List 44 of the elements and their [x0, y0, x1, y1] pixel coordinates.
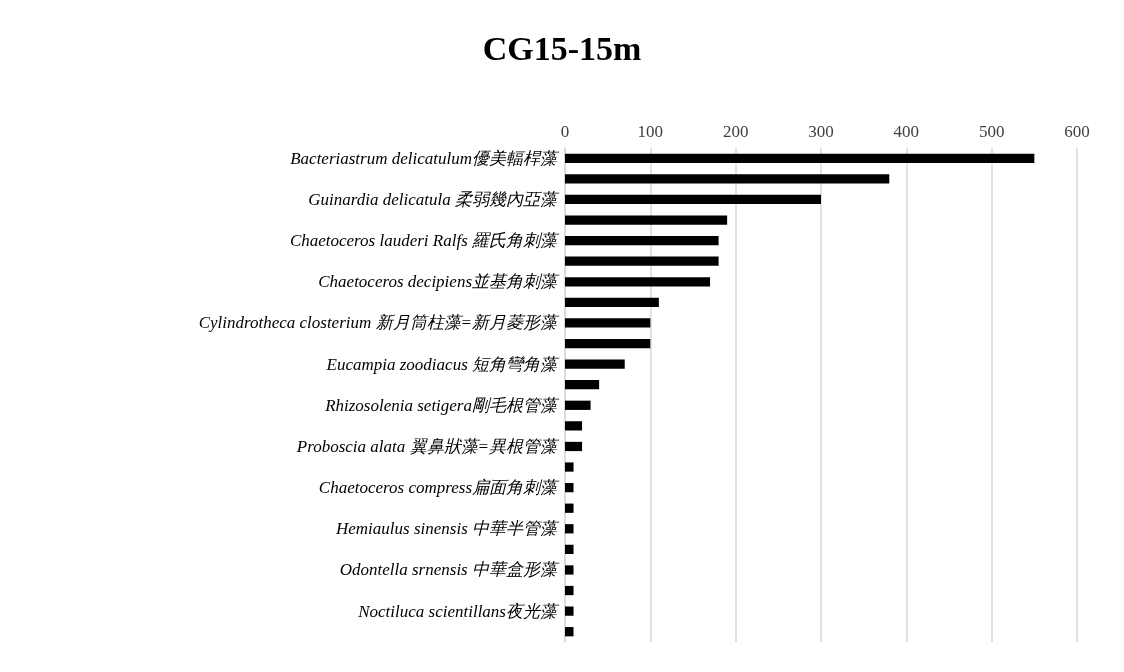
bar	[565, 380, 600, 390]
bar	[565, 627, 574, 637]
x-tick-label: 200	[722, 122, 749, 141]
y-tick-label: Guinardia delicatula 柔弱幾內亞藻	[308, 189, 560, 209]
y-tick-label: Noctiluca scientillans夜光藻	[357, 601, 560, 621]
bar	[565, 585, 574, 596]
bar	[565, 174, 890, 184]
bar	[565, 462, 574, 472]
bar	[565, 359, 625, 369]
y-tick-label: Chaetoceros lauderi Ralfs 羅氏角刺藻	[289, 231, 560, 251]
bar	[565, 235, 719, 246]
y-tick-label: Proboscia alata 翼鼻狀藻=異根管藻	[295, 436, 560, 456]
x-tick-label: 400	[893, 122, 920, 141]
y-tick-label: Cylindrotheca closterium 新月筒柱藻=新月菱形藻	[198, 313, 560, 333]
bar	[565, 256, 719, 266]
bar	[565, 153, 1035, 163]
bar	[565, 400, 591, 410]
y-tick-label: Chaetoceros decipiens並基角刺藻	[318, 272, 560, 292]
x-tick-label: 100	[637, 122, 664, 141]
bar	[565, 421, 583, 431]
x-tick-label: 0	[560, 122, 570, 141]
bar	[565, 215, 728, 225]
y-tick-label: Bacteriastrum delicatulum優美輻桿藻	[290, 148, 560, 168]
y-tick-label: Eucampia zoodiacus 短角彎角藻	[325, 354, 560, 374]
chart-title: CG15-15m	[482, 29, 642, 67]
bar	[565, 194, 821, 205]
bar	[565, 503, 574, 513]
x-tick-label: 500	[978, 122, 1005, 141]
x-tick-label: 300	[808, 122, 834, 141]
bar	[565, 441, 583, 452]
x-tick-label: 600	[1064, 122, 1090, 141]
bar	[565, 544, 574, 555]
bar	[565, 277, 711, 287]
y-tick-label: Rhizosolenia setigera剛毛根管藻	[324, 395, 560, 415]
bar	[565, 565, 574, 575]
bar	[565, 606, 574, 616]
bar	[565, 318, 651, 328]
bar	[565, 482, 574, 493]
bar	[565, 338, 651, 349]
bar	[565, 297, 659, 308]
y-tick-label: Odontella srnensis 中華盒形藻	[339, 560, 560, 580]
y-tick-label: Hemiaulus sinensis 中華半管藻	[335, 519, 560, 539]
y-tick-label: Chaetoceros compress扁面角刺藻	[318, 478, 560, 498]
bar	[565, 524, 574, 534]
